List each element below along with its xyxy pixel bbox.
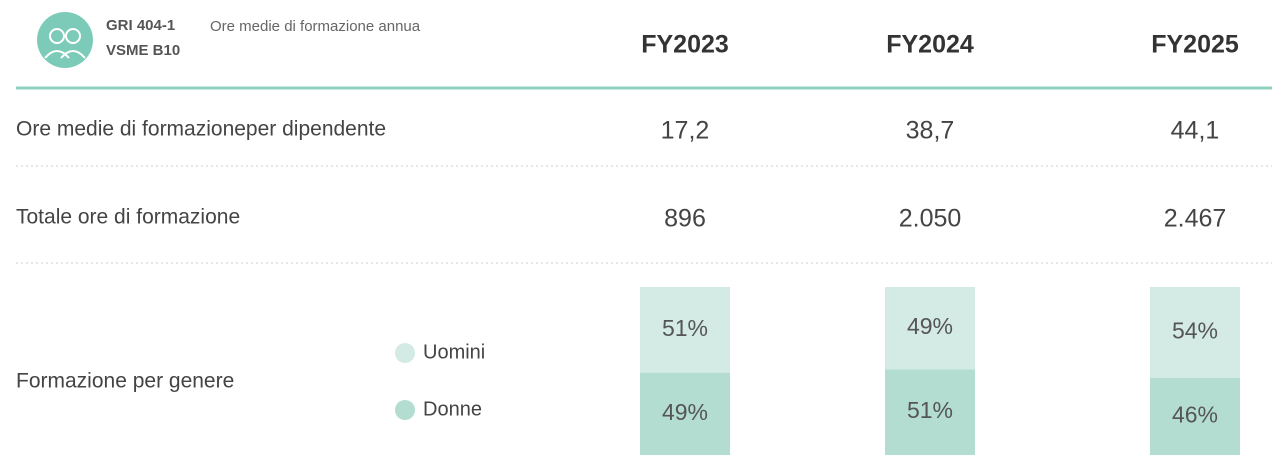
gender-bar	[1150, 287, 1240, 378]
gender-label: Formazione per genere	[16, 370, 234, 393]
column-header: FY2023	[641, 31, 729, 59]
column-header: FY2024	[886, 31, 974, 59]
cell-value: 38,7	[906, 117, 955, 145]
icon	[37, 12, 93, 68]
gender-value: 54%	[1172, 317, 1218, 343]
gender-bar	[885, 369, 975, 455]
row-label: Totale ore di formazione	[16, 206, 240, 229]
cell-value: 44,1	[1171, 117, 1220, 145]
code: GRI 404-1	[106, 17, 175, 34]
column-header: FY2025	[1151, 31, 1239, 59]
gender-value: 51%	[907, 397, 953, 423]
gender-bar	[640, 372, 730, 455]
gender-bar	[1150, 377, 1240, 455]
header-title: Ore medie di formazione annua	[210, 18, 421, 35]
icon-people	[44, 28, 86, 59]
legend-label: Donne	[423, 398, 482, 420]
cell-value: 896	[664, 205, 706, 233]
row-label: Ore medie di formazioneper dipendente	[16, 118, 386, 141]
gender-bar	[640, 287, 730, 373]
code: VSME B10	[106, 42, 180, 59]
gender-value: 49%	[662, 399, 708, 425]
gender-value: 49%	[907, 313, 953, 339]
legend-label: Uomini	[423, 341, 485, 363]
gender-bar	[885, 287, 975, 370]
cell-value: 17,2	[661, 117, 710, 145]
legend-swatch	[395, 400, 415, 420]
cell-value: 2.050	[899, 205, 962, 233]
gender-value: 46%	[1172, 401, 1218, 427]
gender-value: 51%	[662, 315, 708, 341]
legend-swatch	[395, 343, 415, 363]
cell-value: 2.467	[1164, 205, 1227, 233]
